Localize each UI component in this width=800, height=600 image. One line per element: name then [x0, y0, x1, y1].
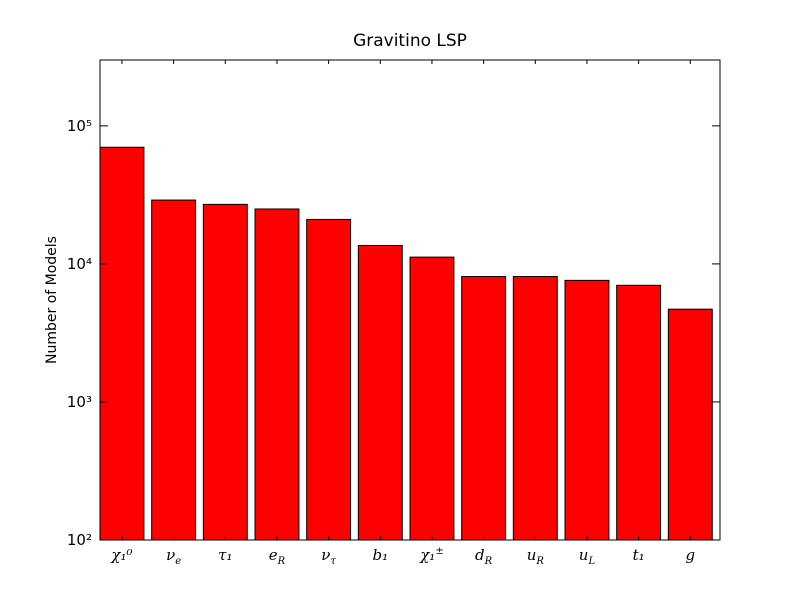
- y-tick-label: 10⁴: [67, 255, 92, 273]
- y-tick-label: 10²: [67, 531, 92, 549]
- x-tick-label: dR: [475, 546, 493, 567]
- x-tick-label: χ₁±: [419, 546, 444, 564]
- x-tick-label: uR: [527, 546, 545, 567]
- x-tick-label: uL: [579, 546, 596, 567]
- x-tick-label: χ₁⁰: [110, 546, 132, 564]
- bar: [306, 218, 352, 541]
- y-axis-label: Number of Models: [44, 236, 60, 364]
- bar: [616, 284, 662, 541]
- x-tick-label: b₁: [372, 546, 388, 564]
- bar: [202, 203, 248, 541]
- bar: [254, 208, 300, 541]
- bar: [461, 276, 507, 541]
- chart-title: Gravitino LSP: [353, 31, 467, 51]
- bar: [667, 308, 713, 541]
- bar: [151, 199, 197, 541]
- x-tick-label: g: [685, 546, 695, 564]
- y-tick-label: 10⁵: [67, 117, 92, 135]
- bar: [564, 279, 610, 541]
- x-tick-label: t₁: [633, 546, 645, 564]
- bar: [512, 276, 558, 541]
- bar: [409, 256, 455, 541]
- x-tick-label: νe: [166, 546, 181, 567]
- bar: [357, 244, 403, 541]
- plot-frame: [99, 59, 721, 541]
- x-tick-label: ντ: [321, 546, 336, 567]
- bar: [99, 146, 145, 541]
- x-tick-label: τ₁: [218, 546, 232, 564]
- y-tick-label: 10³: [67, 393, 92, 411]
- x-tick-label: eR: [269, 546, 286, 567]
